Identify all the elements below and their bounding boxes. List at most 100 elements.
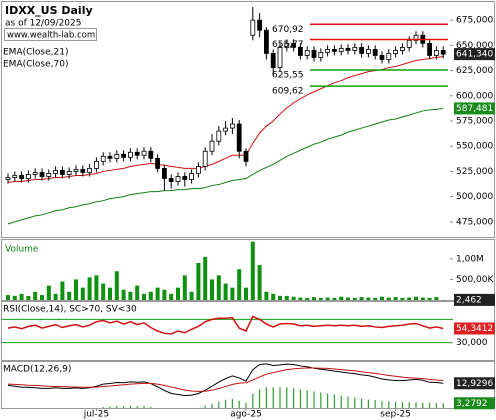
volume-bar <box>19 293 24 300</box>
volume-bar <box>420 297 425 300</box>
candle-body <box>19 175 25 179</box>
volume-bar <box>203 256 208 300</box>
histogram-bar <box>381 400 383 408</box>
y-tick-label: 675,000 <box>456 16 493 26</box>
volume-bar <box>434 297 439 300</box>
subtitle: as of 12/09/2025 <box>5 19 81 29</box>
candle-body <box>134 151 140 156</box>
panel-title: MACD(12,26,9) <box>3 365 71 375</box>
y-tick-label: 475,000 <box>456 217 493 227</box>
candle-body <box>107 155 113 159</box>
y-tick-label: 550,000 <box>456 142 493 152</box>
histogram-bar <box>374 400 376 408</box>
volume-bar <box>312 297 316 300</box>
volume-bar <box>366 297 371 300</box>
histogram-bar <box>395 401 397 408</box>
volume-bar <box>74 279 78 300</box>
candle-body <box>114 153 120 159</box>
volume-bar <box>114 271 119 300</box>
histogram-bar <box>204 405 206 408</box>
candle-body <box>372 49 378 56</box>
candle-body <box>427 42 433 56</box>
histogram-bar <box>7 409 8 410</box>
last-value-label: 587,481 <box>456 104 493 114</box>
volume-bar <box>407 297 412 300</box>
volume-bar <box>46 285 51 300</box>
volume-bar <box>237 269 242 300</box>
volume-bar <box>414 296 418 300</box>
volume-bar <box>196 263 201 300</box>
last-value-label: 12,9296 <box>456 379 493 389</box>
x-tick-label: sep-25 <box>380 410 411 420</box>
last-value-label: 3,2792 <box>456 399 488 409</box>
volume-bar <box>325 297 330 300</box>
histogram-bar <box>429 402 431 408</box>
histogram-bar <box>109 406 111 408</box>
rsi-panel <box>1 301 495 361</box>
candle-body <box>386 53 392 60</box>
candle-body <box>39 172 45 177</box>
candle-body <box>195 165 201 174</box>
candle-body <box>12 175 18 178</box>
candle-body <box>413 34 419 41</box>
volume-bar <box>346 297 350 300</box>
candle-body <box>25 174 31 179</box>
histogram-bar <box>218 401 220 408</box>
histogram-bar <box>238 400 240 408</box>
histogram-bar <box>306 390 308 408</box>
candle-body <box>263 29 269 54</box>
volume-bar <box>216 275 221 300</box>
volume-bar <box>87 277 92 300</box>
y-tick-label: 500,00K <box>456 275 494 285</box>
volume-bar <box>142 293 146 300</box>
candle-body <box>202 150 208 167</box>
volume-bar <box>352 297 357 300</box>
candle-body <box>209 140 215 152</box>
histogram-bar <box>320 392 322 408</box>
candle-body <box>270 53 276 68</box>
volume-bar <box>169 293 174 300</box>
candle-body <box>277 46 283 68</box>
volume-bar <box>393 297 398 300</box>
candle-body <box>284 42 290 48</box>
candle-body <box>53 170 58 174</box>
level-label: 625,55 <box>272 71 304 81</box>
histogram-bar <box>35 409 36 410</box>
y-tick-label: 525,000 <box>456 167 493 177</box>
candle-body <box>73 169 79 172</box>
histogram-bar <box>333 394 335 408</box>
candle-body <box>223 127 229 132</box>
candle-body <box>5 177 11 180</box>
volume-bar <box>101 283 106 300</box>
y-tick-label: 575,000 <box>456 117 493 127</box>
level-label: 655,77 <box>272 40 304 50</box>
candle-body <box>440 50 446 55</box>
volume-bar <box>67 291 72 300</box>
volume-bar <box>298 297 303 300</box>
level-label: 670,92 <box>272 25 304 35</box>
candle-body <box>311 50 317 58</box>
macd-panel <box>1 361 495 409</box>
rsi-line <box>7 315 444 335</box>
source: www.wealth-lab.com <box>7 31 95 41</box>
candle-body <box>406 39 412 48</box>
volume-bar <box>318 297 323 300</box>
last-value-box <box>454 102 495 115</box>
candle-body <box>365 49 371 54</box>
candle-body <box>87 168 92 173</box>
candle-body <box>121 153 126 158</box>
volume-bar <box>278 295 282 300</box>
volume-bar <box>128 291 133 300</box>
histogram-bar <box>272 387 274 408</box>
candle-body <box>331 49 337 52</box>
volume-bar <box>264 291 269 300</box>
histogram-bar <box>265 387 267 408</box>
candle-body <box>399 46 405 51</box>
histogram-bar <box>48 409 49 410</box>
plot-area <box>5 7 446 225</box>
histogram-bar <box>164 409 165 410</box>
macd-line <box>7 367 444 392</box>
histogram-bar <box>286 387 288 408</box>
histogram-bar <box>422 402 424 408</box>
